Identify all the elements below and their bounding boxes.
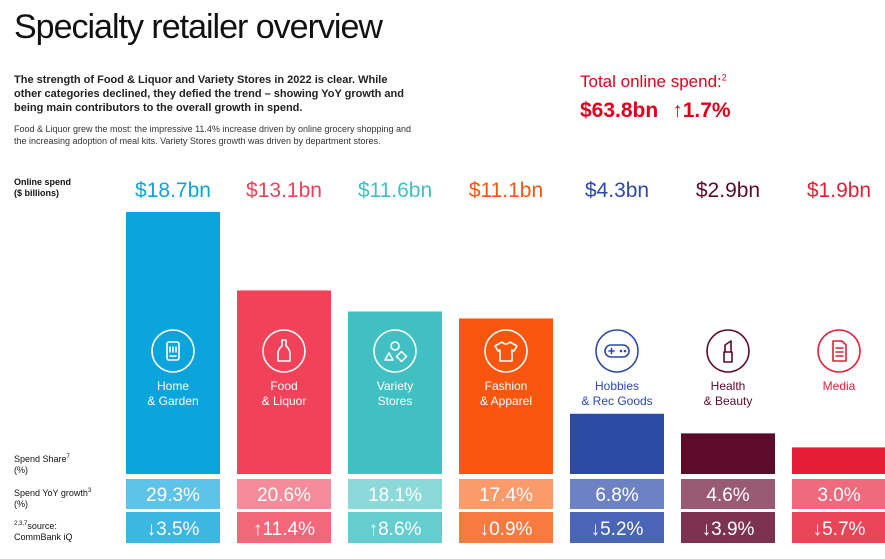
gamepad-icon — [595, 329, 639, 373]
spend-growth-cell — [570, 512, 664, 543]
spend-growth-cell — [237, 512, 331, 543]
detail-text: Food & Liquor grew the most: the impress… — [14, 124, 412, 146]
spend-share-cell — [570, 479, 664, 509]
spend-share-value: 18.1% — [368, 485, 422, 506]
spend-growth-cell — [126, 512, 220, 543]
bar-value-label: $13.1bn — [246, 179, 322, 202]
bar-value-label: $2.9bn — [696, 179, 760, 202]
bar-value-label: $11.1bn — [469, 179, 543, 202]
spend-share-cell — [459, 479, 553, 509]
online-spend-row-label: Online spend ($ billions) — [14, 177, 72, 198]
total-online-spend-value: $63.8bn ↑1.7% — [580, 99, 731, 122]
spend-growth-value: ↓3.9% — [702, 519, 755, 540]
bottle-icon — [262, 329, 306, 373]
bar-value-label: $11.6bn — [358, 179, 432, 202]
spend-growth-cell — [348, 512, 442, 543]
spend-share-value: 20.6% — [257, 485, 311, 506]
document-icon — [817, 329, 861, 373]
spend-growth-value: ↑11.4% — [253, 519, 315, 540]
bar — [681, 433, 775, 474]
category-label: Media — [823, 379, 856, 393]
spend-growth-cell — [459, 512, 553, 543]
spend-growth-value: ↑8.6% — [369, 519, 422, 540]
lipstick-icon — [706, 329, 750, 373]
bar — [126, 212, 220, 474]
spend-growth-value: ↓0.9% — [480, 519, 533, 540]
bar — [570, 413, 664, 474]
category-label: & Apparel — [480, 394, 532, 408]
spend-share-cell — [126, 479, 220, 509]
category-label: Hobbies — [595, 379, 639, 393]
tshirt-icon — [484, 329, 528, 373]
intro-text: The strength of Food & Liquor and Variet… — [14, 74, 404, 114]
spend-yoy-row-label: Spend YoY growth3 (%) — [14, 488, 92, 509]
spend-growth-cell — [792, 512, 885, 543]
spend-growth-value: ↓5.2% — [591, 519, 644, 540]
bar — [237, 290, 331, 474]
bar-value-label: $4.3bn — [585, 179, 649, 202]
spend-share-value: 17.4% — [479, 485, 533, 506]
spend-growth-value: ↓3.5% — [147, 519, 200, 540]
category-label: & Beauty — [704, 394, 753, 408]
spend-share-cell — [792, 479, 885, 509]
source-note: 2,3,7source: CommBank iQ — [14, 521, 73, 542]
bar-value-label: $18.7bn — [135, 179, 211, 202]
bar-value-label: $1.9bn — [807, 179, 871, 202]
total-online-spend-label: Total online spend:2 — [580, 72, 727, 91]
category-label: Health — [711, 379, 746, 393]
spend-share-value: 3.0% — [817, 485, 860, 506]
spend-share-cell — [237, 479, 331, 509]
bar — [792, 447, 885, 474]
category-label: Home — [157, 379, 189, 393]
category-label: Variety — [377, 379, 413, 393]
spend-share-value: 6.8% — [595, 485, 638, 506]
spend-growth-cell — [681, 512, 775, 543]
category-label: & Liquor — [262, 394, 307, 408]
spend-share-value: 29.3% — [146, 485, 200, 506]
category-label: Stores — [378, 394, 413, 408]
phone-icon — [151, 329, 195, 373]
bar — [348, 311, 442, 474]
spend-share-cell — [681, 479, 775, 509]
category-label: Fashion — [485, 379, 528, 393]
category-label: & Rec Goods — [581, 394, 652, 408]
page-title: Specialty retailer overview — [14, 8, 383, 46]
category-label: Food — [270, 379, 297, 393]
spend-share-row-label: Spend Share7 (%) — [14, 454, 70, 475]
shapes-icon — [373, 329, 417, 373]
category-label: & Garden — [147, 394, 198, 408]
spend-share-cell — [348, 479, 442, 509]
total-growth: ↑1.7% — [672, 99, 731, 122]
spend-growth-value: ↓5.7% — [813, 519, 866, 540]
spend-share-value: 4.6% — [706, 485, 749, 506]
